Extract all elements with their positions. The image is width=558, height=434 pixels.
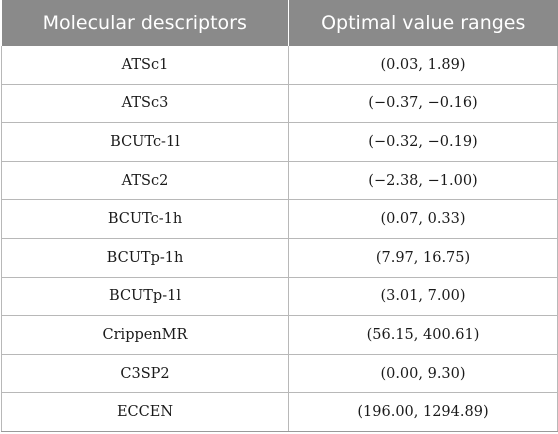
table-row: BCUTc-1h (0.07, 0.33) <box>1 199 558 239</box>
descriptor-cell: BCUTp-1h <box>1 238 289 278</box>
descriptor-cell: ECCEN <box>1 392 289 432</box>
header-molecular-descriptors: Molecular descriptors <box>1 0 289 46</box>
table-row: CrippenMR (56.15, 400.61) <box>1 315 558 355</box>
table-row: ECCEN (196.00, 1294.89) <box>1 392 558 432</box>
range-cell: (−0.32, −0.19) <box>288 122 558 162</box>
table-row: BCUTp-1l (3.01, 7.00) <box>1 277 558 317</box>
table-header-row: Molecular descriptors Optimal value rang… <box>1 0 558 46</box>
descriptor-cell: CrippenMR <box>1 315 289 355</box>
range-cell: (0.03, 1.89) <box>288 46 558 85</box>
range-cell: (56.15, 400.61) <box>288 315 558 355</box>
range-cell: (196.00, 1294.89) <box>288 392 558 432</box>
range-cell: (−2.38, −1.00) <box>288 161 558 201</box>
range-cell: (0.00, 9.30) <box>288 354 558 394</box>
descriptor-cell: ATSc1 <box>1 46 289 85</box>
table-row: BCUTp-1h (7.97, 16.75) <box>1 238 558 278</box>
descriptor-cell: BCUTc-1h <box>1 199 289 239</box>
table-row: ATSc1 (0.03, 1.89) <box>1 46 558 85</box>
descriptor-cell: C3SP2 <box>1 354 289 394</box>
range-cell: (7.97, 16.75) <box>288 238 558 278</box>
table-row: ATSc3 (−0.37, −0.16) <box>1 84 558 124</box>
range-cell: (3.01, 7.00) <box>288 277 558 317</box>
descriptor-cell: ATSc2 <box>1 161 289 201</box>
descriptor-cell: BCUTp-1l <box>1 277 289 317</box>
header-optimal-value-ranges: Optimal value ranges <box>288 0 558 46</box>
table-row: BCUTc-1l (−0.32, −0.19) <box>1 122 558 162</box>
descriptor-cell: ATSc3 <box>1 84 289 124</box>
descriptor-cell: BCUTc-1l <box>1 122 289 162</box>
table-row: ATSc2 (−2.38, −1.00) <box>1 161 558 201</box>
range-cell: (−0.37, −0.16) <box>288 84 558 124</box>
table-row: C3SP2 (0.00, 9.30) <box>1 354 558 394</box>
range-cell: (0.07, 0.33) <box>288 199 558 239</box>
